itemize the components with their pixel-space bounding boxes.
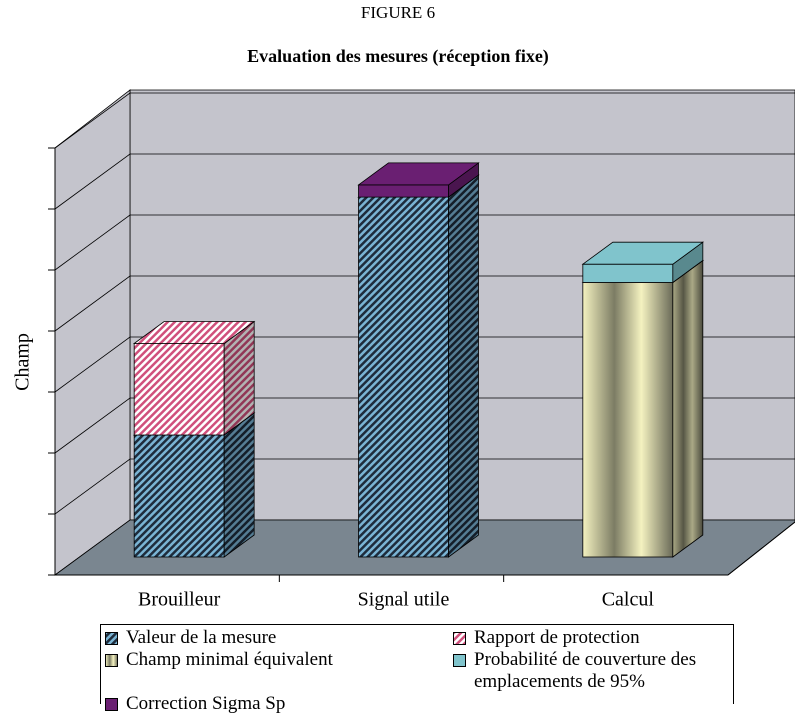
legend-swatch xyxy=(453,654,466,667)
bar-front xyxy=(582,282,674,558)
bar-side-shade xyxy=(224,413,255,557)
legend-item: Valeur de la mesure xyxy=(105,627,453,649)
bar-side-shade xyxy=(448,162,479,198)
grid-line xyxy=(54,153,131,210)
grid-line xyxy=(54,336,131,393)
x-tick-label: Calcul xyxy=(602,589,655,611)
legend-label: Valeur de la mesure xyxy=(126,627,277,648)
legend: Valeur de la mesure Rapport de protection… xyxy=(100,624,734,714)
side-wall xyxy=(54,89,131,576)
x-tick-label: Signal utile xyxy=(358,589,450,611)
bar-side-shade xyxy=(224,321,255,435)
y-axis-label: Champ xyxy=(12,333,34,391)
legend-label: Probabilité de couverture des emplacemen… xyxy=(474,649,697,692)
bar-side-shade xyxy=(672,260,703,557)
bar-side-shade xyxy=(448,175,479,557)
bar-front xyxy=(582,263,674,283)
legend-label: Champ minimal équivalent xyxy=(126,649,333,670)
grid-line xyxy=(54,92,131,149)
grid-line xyxy=(54,214,131,271)
grid-line xyxy=(54,397,131,454)
legend-swatch xyxy=(453,632,466,645)
chart: FIGURE 6 Evaluation des mesures (récepti… xyxy=(12,3,795,611)
chart-title: FIGURE 6 xyxy=(361,3,435,22)
plot xyxy=(132,162,705,558)
bar-top xyxy=(357,162,480,186)
floor-edge xyxy=(727,521,795,576)
bar-top xyxy=(581,241,705,265)
bar-front xyxy=(358,196,449,558)
legend-label: Correction Sigma Sp xyxy=(126,693,286,714)
legend-swatch xyxy=(105,654,118,667)
bar-top xyxy=(132,321,256,344)
legend-label: Rapport de protection xyxy=(474,627,640,648)
x-tick-label: Brouilleur xyxy=(138,589,221,611)
bar-side-shade xyxy=(672,242,703,283)
bar-front xyxy=(358,184,449,198)
legend-item: Probabilité de couverture des emplacemen… xyxy=(453,649,733,693)
bar-front xyxy=(133,434,225,558)
legend-swatch xyxy=(105,632,118,645)
legend-item: Champ minimal équivalent xyxy=(105,649,453,693)
legend-item: Rapport de protection xyxy=(453,627,733,649)
bar-front xyxy=(133,343,225,436)
grid-line xyxy=(54,458,131,515)
grid-line xyxy=(54,275,131,332)
chart-subtitle: Evaluation des mesures (réception fixe) xyxy=(247,46,549,67)
legend-item: Correction Sigma Sp xyxy=(105,693,453,715)
